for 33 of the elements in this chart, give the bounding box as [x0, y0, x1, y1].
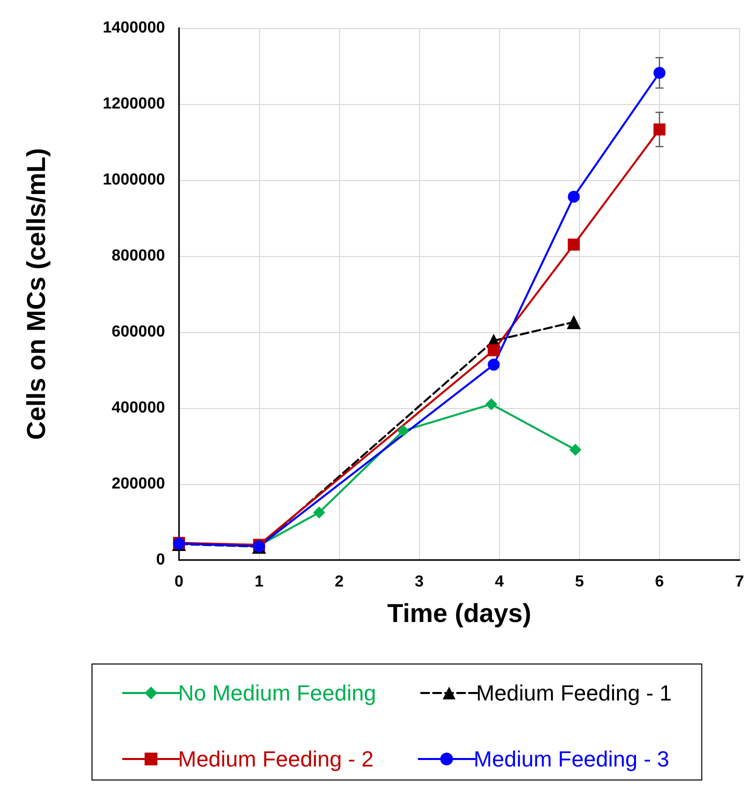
x-tick-label: 1: [254, 574, 264, 590]
point: [568, 190, 580, 203]
point: [569, 444, 582, 456]
point: [653, 66, 666, 79]
y-tick-label: 400000: [112, 400, 166, 416]
x-tick-label: 7: [735, 574, 744, 590]
y-tick-label: 800000: [112, 248, 166, 264]
y-tick-label: 1000000: [102, 172, 166, 188]
point: [488, 358, 500, 371]
y-tick-label: 1400000: [102, 20, 166, 36]
legend-label: No Medium Feeding: [178, 680, 376, 706]
x-tick-label: 5: [574, 574, 584, 590]
point: [488, 344, 500, 356]
legend-label: Medium Feeding - 1: [476, 680, 672, 706]
point: [568, 238, 580, 251]
y-tick-label: 1200000: [102, 96, 166, 112]
point: [397, 424, 410, 437]
y-tick-label: 200000: [112, 476, 166, 492]
y-axis-title: Cells on MCs (cells/mL): [21, 148, 51, 440]
legend-label: Medium Feeding - 3: [474, 746, 670, 772]
point: [653, 123, 666, 136]
x-tick-label: 6: [655, 574, 664, 590]
x-tick-label: 4: [494, 574, 504, 590]
point: [485, 398, 498, 410]
point: [313, 506, 326, 518]
x-tick-label: 3: [414, 574, 424, 590]
y-tick-label: 0: [156, 552, 166, 568]
x-tick-label: 0: [174, 574, 184, 590]
y-tick-label: 600000: [112, 324, 166, 340]
legend-label: Medium Feeding - 2: [178, 746, 374, 772]
x-axis-title: Time (days): [387, 598, 532, 628]
point: [566, 315, 581, 330]
x-tick-label: 2: [334, 574, 344, 590]
